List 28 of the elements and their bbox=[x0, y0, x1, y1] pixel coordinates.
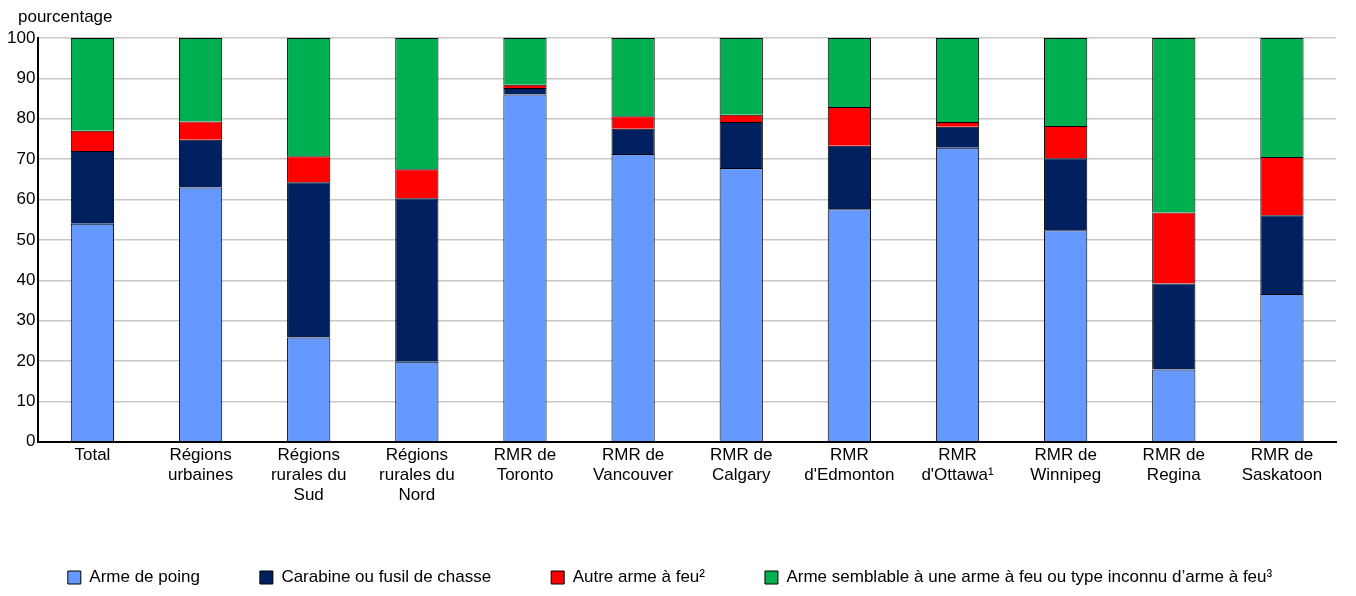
x-tick-label: Régions urbaines bbox=[167, 444, 234, 485]
x-tick-label: RMR de Toronto bbox=[493, 444, 557, 485]
x-tick-label: RMR de Winnipeg bbox=[1030, 444, 1102, 485]
x-tick-label: RMR de Regina bbox=[1142, 444, 1205, 485]
legend-label: Arme semblable à une arme à feu ou type inconnu d’arme à feu³ bbox=[786, 567, 1273, 587]
y-axis-title: pourcentage bbox=[18, 7, 113, 26]
x-tick-label: RMR d'Ottawa¹ bbox=[921, 444, 994, 485]
x-tick-label: Régions rurales du Sud bbox=[270, 444, 347, 505]
legend-label: Carabine ou fusil de chasse bbox=[281, 567, 492, 587]
x-tick-label: RMR de Calgary bbox=[710, 444, 773, 485]
x-tick-label: Total bbox=[74, 444, 111, 464]
x-tick-label: Régions rurales du Nord bbox=[379, 444, 455, 505]
y-tick-label: 20 bbox=[16, 350, 36, 370]
y-tick-label: 100 bbox=[6, 27, 36, 47]
x-tick-label: RMR d'Edmonton bbox=[804, 444, 895, 485]
y-tick-label: 0 bbox=[25, 431, 36, 451]
y-tick-label: 40 bbox=[16, 269, 36, 289]
y-tick-label: 30 bbox=[16, 310, 36, 330]
y-tick-label: 50 bbox=[16, 229, 36, 249]
y-tick-label: 80 bbox=[16, 108, 36, 128]
legend-label: Arme de poing bbox=[89, 567, 200, 587]
y-tick-label: 10 bbox=[16, 391, 36, 411]
x-tick-label: RMR de Saskatoon bbox=[1241, 444, 1323, 485]
legend-label: Autre arme à feu² bbox=[572, 567, 706, 587]
y-tick-label: 70 bbox=[16, 148, 36, 168]
y-tick-label: 60 bbox=[16, 189, 36, 209]
x-tick-label: RMR de Vancouver bbox=[593, 444, 674, 485]
y-tick-label: 90 bbox=[16, 68, 36, 88]
